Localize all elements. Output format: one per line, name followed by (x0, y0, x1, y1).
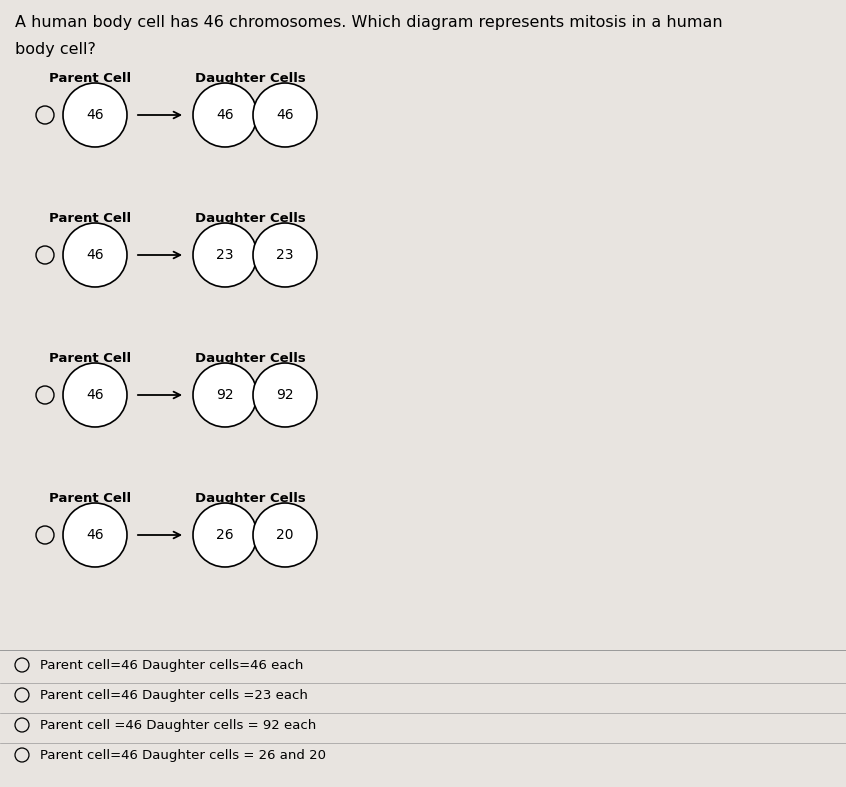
Text: Parent cell=46 Daughter cells=46 each: Parent cell=46 Daughter cells=46 each (40, 659, 304, 671)
Text: Daughter Cells: Daughter Cells (195, 212, 305, 225)
Text: 46: 46 (276, 108, 294, 122)
Text: Daughter Cells: Daughter Cells (195, 492, 305, 505)
Text: 20: 20 (277, 528, 294, 542)
Circle shape (253, 223, 317, 287)
Circle shape (63, 83, 127, 147)
Text: 26: 26 (217, 528, 233, 542)
Circle shape (193, 223, 257, 287)
Text: 46: 46 (86, 528, 104, 542)
Text: A human body cell has 46 chromosomes. Which diagram represents mitosis in a huma: A human body cell has 46 chromosomes. Wh… (15, 15, 722, 30)
Text: Parent Cell: Parent Cell (49, 72, 131, 85)
Text: body cell?: body cell? (15, 42, 96, 57)
Text: Parent cell=46 Daughter cells = 26 and 20: Parent cell=46 Daughter cells = 26 and 2… (40, 748, 326, 762)
Circle shape (193, 363, 257, 427)
Circle shape (193, 503, 257, 567)
Circle shape (63, 503, 127, 567)
Circle shape (63, 363, 127, 427)
Text: 46: 46 (86, 388, 104, 402)
Text: 23: 23 (217, 248, 233, 262)
Text: 23: 23 (277, 248, 294, 262)
Text: Parent cell=46 Daughter cells =23 each: Parent cell=46 Daughter cells =23 each (40, 689, 308, 701)
Circle shape (193, 83, 257, 147)
Text: 46: 46 (86, 108, 104, 122)
Text: Parent Cell: Parent Cell (49, 212, 131, 225)
Circle shape (253, 83, 317, 147)
Text: Parent cell =46 Daughter cells = 92 each: Parent cell =46 Daughter cells = 92 each (40, 719, 316, 731)
Text: 92: 92 (217, 388, 233, 402)
Text: Daughter Cells: Daughter Cells (195, 352, 305, 365)
Text: Parent Cell: Parent Cell (49, 492, 131, 505)
Text: 92: 92 (276, 388, 294, 402)
Circle shape (253, 363, 317, 427)
Text: Daughter Cells: Daughter Cells (195, 72, 305, 85)
Circle shape (63, 223, 127, 287)
Text: 46: 46 (217, 108, 233, 122)
Text: Parent Cell: Parent Cell (49, 352, 131, 365)
Circle shape (253, 503, 317, 567)
Text: 46: 46 (86, 248, 104, 262)
